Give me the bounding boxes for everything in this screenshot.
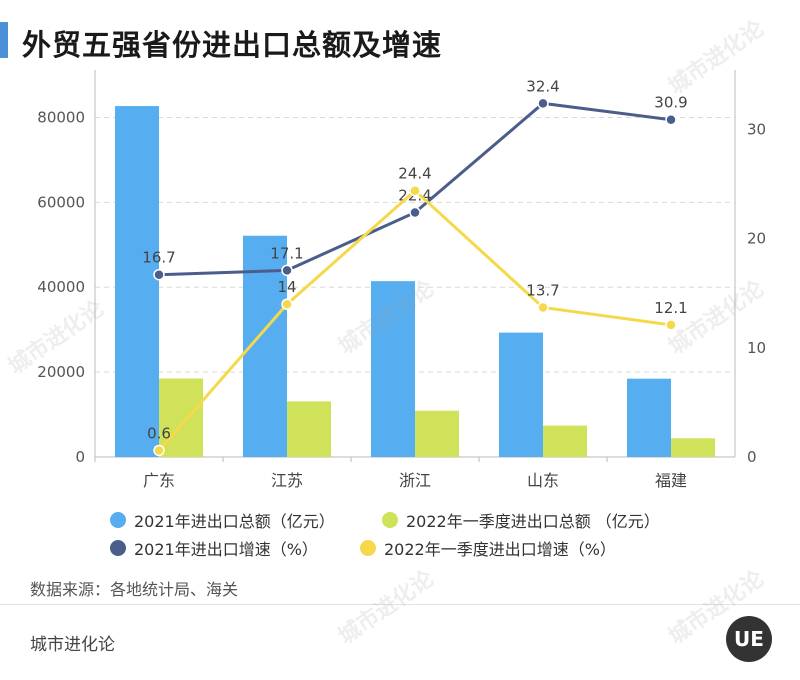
legend-item-line-2021: 2021年进出口增速（%）	[110, 536, 318, 560]
y-left-tick-label: 60000	[37, 193, 85, 211]
y-right-tick-label: 30	[747, 121, 766, 139]
data-label: 12.1	[654, 299, 687, 317]
y-left-tick-label: 0	[75, 448, 85, 466]
y-right-tick-label: 10	[747, 339, 766, 357]
data-label: 14	[277, 278, 296, 296]
x-category-label: 福建	[655, 471, 687, 490]
x-category-label: 山东	[527, 471, 559, 490]
legend-label: 2021年进出口增速（%）	[134, 540, 318, 559]
y-left-tick-label: 40000	[37, 278, 85, 296]
line-point	[665, 113, 677, 126]
legend-item-bar-2022q1: 2022年一季度进出口总额 （亿元）	[382, 508, 660, 532]
chart-title: 外贸五强省份进出口总额及增速	[22, 28, 443, 62]
y-left-tick-label: 20000	[37, 363, 85, 381]
combo-chart: 0 20000 40000 60000 80000 0 10 20 30 广东 江苏 浙江 山东 福建 16…	[37, 70, 766, 490]
line-point	[409, 206, 421, 219]
brand-logo: UE	[726, 616, 772, 662]
bar	[287, 401, 331, 457]
legend-swatch	[360, 540, 376, 556]
legend-item-bar-2021: 2021年进出口总额（亿元）	[110, 508, 335, 532]
x-category-label: 广东	[143, 471, 175, 490]
bar	[543, 425, 587, 457]
legend-item-line-2022q1: 2022年一季度进出口增速（%）	[360, 536, 616, 560]
bar	[115, 106, 159, 457]
bar	[671, 438, 715, 457]
data-label: 17.1	[270, 244, 303, 262]
line-point	[153, 444, 165, 457]
legend-label: 2022年一季度进出口增速（%）	[384, 540, 616, 559]
x-category-label: 浙江	[399, 471, 431, 490]
y-left-tick-label: 80000	[37, 108, 85, 126]
line-point	[537, 301, 549, 314]
x-category-label: 江苏	[271, 471, 303, 490]
legend-swatch	[110, 512, 126, 528]
legend-swatch	[110, 540, 126, 556]
line-point	[281, 264, 293, 277]
line-point	[409, 184, 421, 197]
line-point	[537, 97, 549, 110]
bar	[371, 281, 415, 457]
data-label: 30.9	[654, 94, 687, 112]
legend-label: 2021年进出口总额（亿元）	[134, 512, 335, 531]
bar	[159, 378, 203, 457]
data-label: 0.6	[147, 424, 171, 442]
data-source-note: 数据来源：各地统计局、海关	[30, 580, 239, 599]
bar	[415, 410, 459, 457]
footer-divider	[0, 604, 800, 605]
legend-label: 2022年一季度进出口总额 （亿元）	[406, 512, 660, 531]
data-label: 32.4	[526, 77, 559, 95]
line-point	[153, 268, 165, 281]
bar	[499, 332, 543, 457]
y-right-tick-label: 20	[747, 230, 766, 248]
legend-swatch	[382, 512, 398, 528]
watermark: 城市进化论	[334, 566, 439, 650]
data-label: 16.7	[142, 249, 175, 267]
data-label: 24.4	[398, 165, 431, 183]
line-point	[281, 298, 293, 310]
title-accent-bar	[0, 22, 8, 58]
line-point	[665, 319, 677, 331]
bar	[627, 378, 671, 457]
brand-name: 城市进化论	[30, 635, 115, 655]
y-right-tick-label: 0	[747, 448, 757, 466]
data-label: 13.7	[526, 281, 559, 299]
